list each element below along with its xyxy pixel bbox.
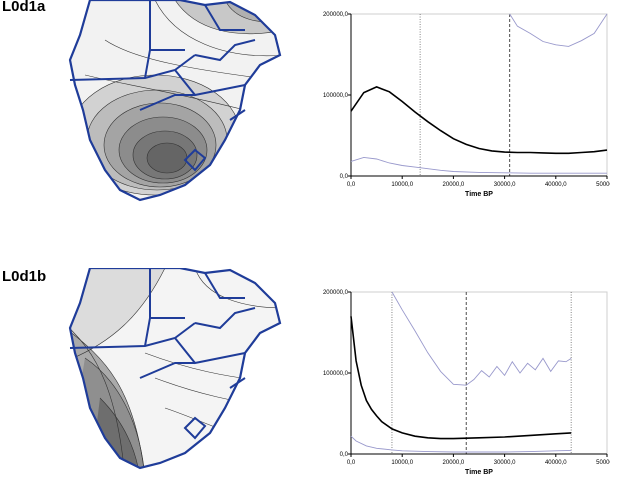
x-tick-label-0: 0,0 <box>347 182 356 188</box>
x-tick-label-3: 30000,0 <box>494 182 516 188</box>
series-line-hpd-lower <box>350 435 572 453</box>
y-tick-label-1: 100000,0 <box>323 93 349 99</box>
x-tick-label-2: 20000,0 <box>443 182 465 188</box>
x-tick-label-4: 40000,0 <box>545 182 567 188</box>
x-tick-label-3: 30000,0 <box>494 460 516 466</box>
x-tick-label-4: 40000,0 <box>545 460 567 466</box>
series-line-hpd-lower <box>350 156 607 174</box>
x-tick-label-1: 10000,0 <box>391 182 413 188</box>
x-tick-label-1: 10000,0 <box>391 460 413 466</box>
southern-africa-map-l0d1a <box>68 0 282 202</box>
series-line-median <box>350 316 572 440</box>
series-line-hpd-upper <box>509 13 608 47</box>
series-line-hpd-upper <box>391 291 572 386</box>
skyline-chart-l0d1b: 0,0 100000,0 200000,0 0,0 10000,0 20000,0 3000… <box>323 290 610 476</box>
x-tick-label-0: 0,0 <box>347 460 356 466</box>
plot-frame <box>350 13 608 177</box>
y-tick-label-0: 0,0 <box>340 452 349 458</box>
y-tick-label-2: 200000,0 <box>323 12 349 18</box>
southern-africa-map-l0d1b <box>68 268 282 470</box>
panel-label-l0d1a: L0d1a <box>2 0 46 15</box>
series-line-median <box>350 86 608 155</box>
skyline-chart-l0d1a: 0,0 100000,0 200000,0 0,0 10000,0 20000,0 3000… <box>323 12 610 198</box>
panel-label-l0d1b: L0d1b <box>2 268 47 285</box>
x-tick-label-5: 50000,0 <box>596 182 610 188</box>
y-tick-label-0: 0,0 <box>340 174 349 180</box>
y-tick-label-1: 100000,0 <box>323 371 349 377</box>
y-tick-label-2: 200000,0 <box>323 290 349 296</box>
x-tick-label-5: 50000,0 <box>596 460 610 466</box>
x-tick-label-2: 20000,0 <box>443 460 465 466</box>
x-axis-label: Time BP <box>465 469 493 476</box>
x-axis-label: Time BP <box>465 191 493 198</box>
